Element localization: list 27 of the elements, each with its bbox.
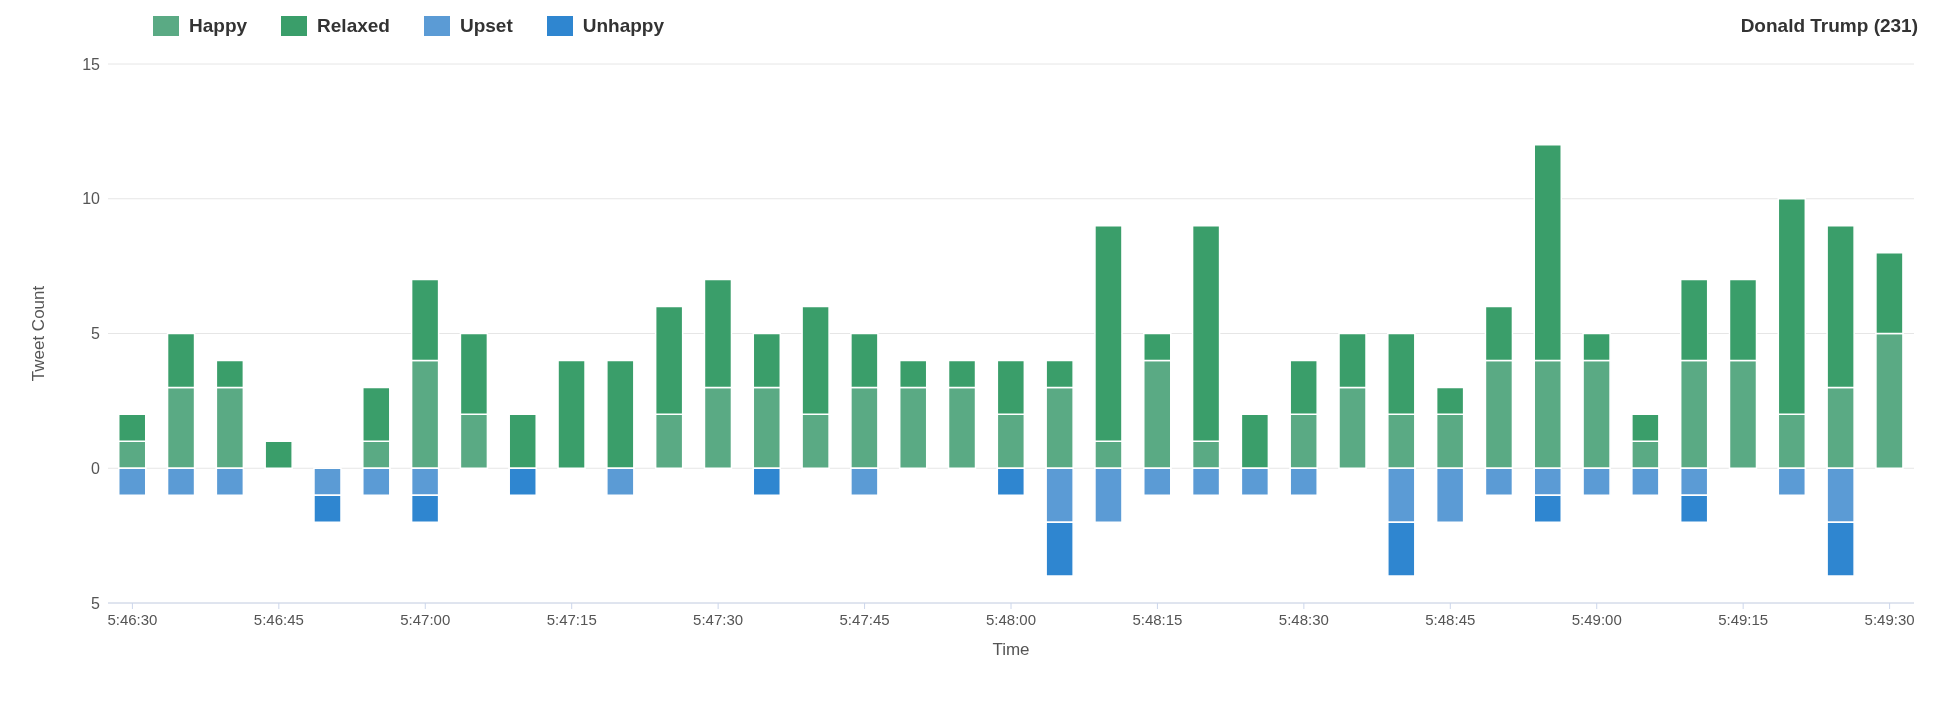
x-tick-label: 5:49:00 [1571, 611, 1622, 628]
x-axis-title: Time [992, 640, 1030, 659]
legend-label: Unhappy [581, 15, 665, 37]
x-tick-label: 5:47:15 [546, 611, 597, 628]
x-tick-label: 5:48:00 [985, 611, 1037, 628]
x-tick-label: 5:47:30 [693, 611, 744, 628]
bar [264, 440, 293, 469]
y-tick-label: 15 [82, 55, 101, 73]
x-tick-label: 5:47:45 [839, 611, 890, 628]
bar [557, 359, 586, 469]
x-tick-label: 5:49:15 [1718, 611, 1769, 628]
y-tick-label: 5 [91, 594, 101, 612]
x-tick-label: 5:48:15 [1132, 611, 1183, 628]
y-axis-title: Tweet Count [29, 285, 49, 382]
y-tick-label: 5 [91, 325, 101, 343]
legend-label: Upset [458, 15, 513, 37]
x-tick-label: 5:47:00 [400, 611, 451, 628]
x-tick-label: 5:48:30 [1278, 611, 1329, 628]
x-tick-label: 5:49:30 [1864, 611, 1915, 628]
x-tick-label: 5:48:45 [1425, 611, 1476, 628]
legend-label: Relaxed [316, 15, 390, 37]
y-tick-label: 0 [91, 459, 101, 477]
x-tick-label: 5:46:30 [107, 611, 158, 628]
legend-label: Happy [188, 15, 248, 37]
chart-title: Donald Trump (231) [1740, 15, 1918, 37]
y-tick-label: 10 [82, 190, 101, 208]
x-tick-label: 5:46:45 [253, 611, 304, 628]
